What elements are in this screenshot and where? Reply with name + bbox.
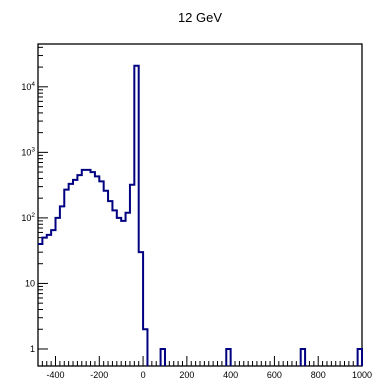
plot-frame bbox=[37, 43, 363, 367]
y-tick-label: 102 bbox=[21, 212, 35, 223]
chart-title: 12 GeV bbox=[178, 10, 222, 25]
histogram-bin bbox=[299, 347, 307, 366]
histogram-main-bins bbox=[38, 64, 149, 366]
x-tick-label: 1000 bbox=[352, 370, 372, 380]
x-tick-label: 800 bbox=[311, 370, 326, 380]
histogram-bin bbox=[159, 347, 166, 366]
x-tick-label: 200 bbox=[179, 370, 194, 380]
histogram-bin bbox=[356, 347, 363, 366]
y-tick-label: 103 bbox=[21, 146, 35, 157]
x-axis: -400 -200 0 200 400 600 800 1000 bbox=[41, 356, 372, 380]
x-tick-label: 0 bbox=[141, 370, 146, 380]
histogram-bins bbox=[38, 64, 363, 366]
y-tick-label: 10 bbox=[25, 278, 35, 288]
histogram-bin bbox=[225, 347, 232, 366]
y-axis: 1 10 102 103 104 bbox=[21, 46, 48, 354]
x-tick-label: -200 bbox=[90, 370, 108, 380]
x-tick-label: 400 bbox=[223, 370, 238, 380]
x-tick-label: 600 bbox=[267, 370, 282, 380]
x-tick-label: -400 bbox=[47, 370, 65, 380]
y-tick-label: 1 bbox=[30, 344, 35, 354]
y-tick-label: 104 bbox=[21, 81, 35, 92]
